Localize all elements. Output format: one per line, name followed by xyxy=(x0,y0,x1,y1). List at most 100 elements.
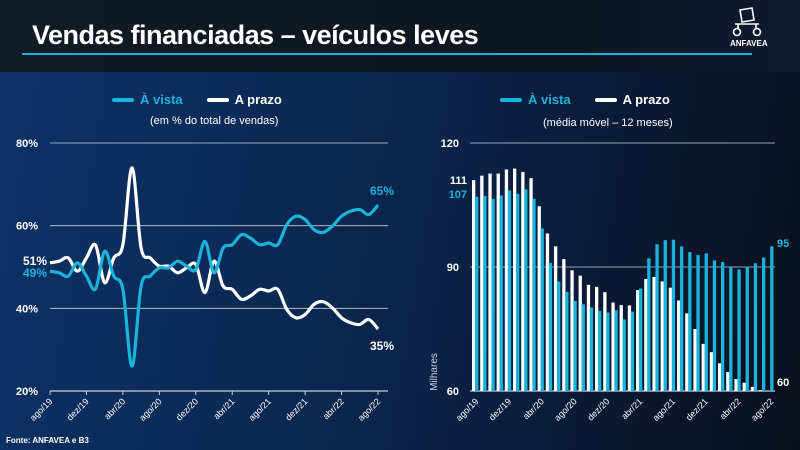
x-tick-label: ago/21 xyxy=(247,396,274,423)
bar-a-vista xyxy=(745,266,749,391)
bar-a-vista xyxy=(704,253,708,391)
bar-a-prazo xyxy=(668,287,673,391)
bar-a-vista xyxy=(499,195,503,391)
bar-a-prazo xyxy=(513,168,517,391)
bar-a-vista xyxy=(696,255,700,391)
bar-a-vista xyxy=(598,310,602,391)
title-underline xyxy=(22,53,752,55)
bar-a-vista xyxy=(753,263,758,391)
bar-a-vista xyxy=(655,244,659,391)
bar-a-prazo xyxy=(734,379,738,391)
bar-a-vista xyxy=(614,310,618,391)
x-tick-label: ago/22 xyxy=(749,396,776,423)
bar-a-vista xyxy=(737,269,741,391)
legend-label-a-vista: À vista xyxy=(528,92,571,107)
bar-a-prazo xyxy=(726,371,730,391)
bar-a-vista xyxy=(548,262,553,391)
line-series-a-vista xyxy=(49,203,380,368)
bar-a-prazo xyxy=(562,259,566,391)
bar-a-vista xyxy=(647,258,651,391)
page-title: Vendas financiadas – veículos leves xyxy=(32,20,479,50)
bar-a-prazo xyxy=(488,173,492,391)
legend-swatch-a-prazo xyxy=(206,97,229,102)
bar-a-prazo xyxy=(693,329,697,391)
legend-swatch-a-vista xyxy=(112,97,134,102)
bar-a-vista xyxy=(712,260,717,391)
bar-a-prazo xyxy=(636,290,640,391)
bar-a-prazo xyxy=(496,173,500,391)
bar-a-vista xyxy=(721,262,725,391)
y-tick-label: 20% xyxy=(16,386,38,398)
bar-a-vista xyxy=(762,257,766,391)
bar-a-vista xyxy=(589,307,594,391)
bar-a-prazo xyxy=(472,180,476,391)
x-tick-label: abr/20 xyxy=(102,396,127,421)
header-band xyxy=(0,0,800,72)
bar-a-vista xyxy=(622,319,626,391)
x-tick-label: ago/19 xyxy=(28,396,55,423)
bar-a-vista xyxy=(606,312,610,391)
label-end-a-vista: 95 xyxy=(777,238,789,250)
legend-label-a-prazo: A prazo xyxy=(622,92,670,107)
bar-a-prazo xyxy=(660,281,664,391)
right-subtitle: (média móvel – 12 meses) xyxy=(543,117,673,129)
bar-a-prazo xyxy=(595,286,599,391)
bar-a-prazo xyxy=(709,352,714,391)
logo-text: ANFAVEA xyxy=(730,39,768,48)
bar-a-prazo xyxy=(701,343,705,391)
x-tick-label: dez/20 xyxy=(585,396,611,422)
bar-a-prazo xyxy=(619,305,623,391)
y-tick-label: 40% xyxy=(16,303,38,315)
x-tick-label: ago/19 xyxy=(454,396,481,423)
y-tick-label: 120 xyxy=(441,138,459,150)
label-end-a-vista: 65% xyxy=(370,184,394,198)
x-tick-label: abr/20 xyxy=(521,396,546,421)
x-tick-label: ago/20 xyxy=(552,396,579,423)
x-tick-label: dez/20 xyxy=(174,396,200,422)
y-tick-label: 80% xyxy=(16,138,38,150)
x-tick-label: abr/21 xyxy=(212,396,237,421)
bar-a-vista xyxy=(639,288,643,391)
bar-a-prazo xyxy=(759,390,763,391)
y-tick-label: 60 xyxy=(447,386,459,398)
bar-a-prazo xyxy=(652,276,656,391)
bar-a-vista xyxy=(475,196,479,391)
bar-a-prazo xyxy=(578,275,582,391)
bar-a-prazo xyxy=(586,284,591,391)
source-note: Fonte: ANFAVEA e B3 xyxy=(6,436,89,445)
legend-swatch-a-prazo xyxy=(594,97,617,102)
x-tick-label: dez/21 xyxy=(684,396,710,422)
x-tick-label: abr/21 xyxy=(619,396,644,421)
bar-a-vista xyxy=(573,300,577,391)
x-tick-label: abr/22 xyxy=(718,396,743,421)
bar-a-prazo xyxy=(504,169,509,391)
x-tick-label: dez/21 xyxy=(283,396,309,422)
x-tick-label: ago/21 xyxy=(651,396,678,423)
bar-a-prazo xyxy=(529,178,533,391)
label-start-a-prazo: 111 xyxy=(450,175,467,187)
label-start-a-vista: 107 xyxy=(449,189,467,201)
bar-a-vista xyxy=(557,281,561,391)
bar-a-prazo xyxy=(718,363,722,391)
bar-a-vista xyxy=(729,267,733,391)
x-tick-label: dez/19 xyxy=(487,396,513,422)
bar-a-vista xyxy=(524,189,528,391)
bar-a-prazo xyxy=(545,233,550,391)
bar-a-vista xyxy=(491,198,495,391)
label-start-a-vista: 49% xyxy=(23,266,47,280)
legend-label-a-vista: À vista xyxy=(140,92,183,107)
y-axis-label: Milhares xyxy=(429,353,440,391)
x-tick-label: ago/22 xyxy=(356,396,383,423)
line-series-a-prazo xyxy=(49,166,380,331)
bar-a-vista xyxy=(688,252,692,391)
bar-a-prazo xyxy=(570,270,574,391)
y-tick-label: 60% xyxy=(16,221,38,233)
label-end-a-prazo: 35% xyxy=(370,339,394,353)
bar-a-vista xyxy=(630,311,635,391)
y-tick-label: 90 xyxy=(447,262,459,274)
bar-a-prazo xyxy=(521,171,525,391)
legend-label-a-prazo: A prazo xyxy=(234,92,282,107)
bar-a-vista xyxy=(770,246,774,391)
right-legend: À vista A prazo xyxy=(500,92,670,107)
